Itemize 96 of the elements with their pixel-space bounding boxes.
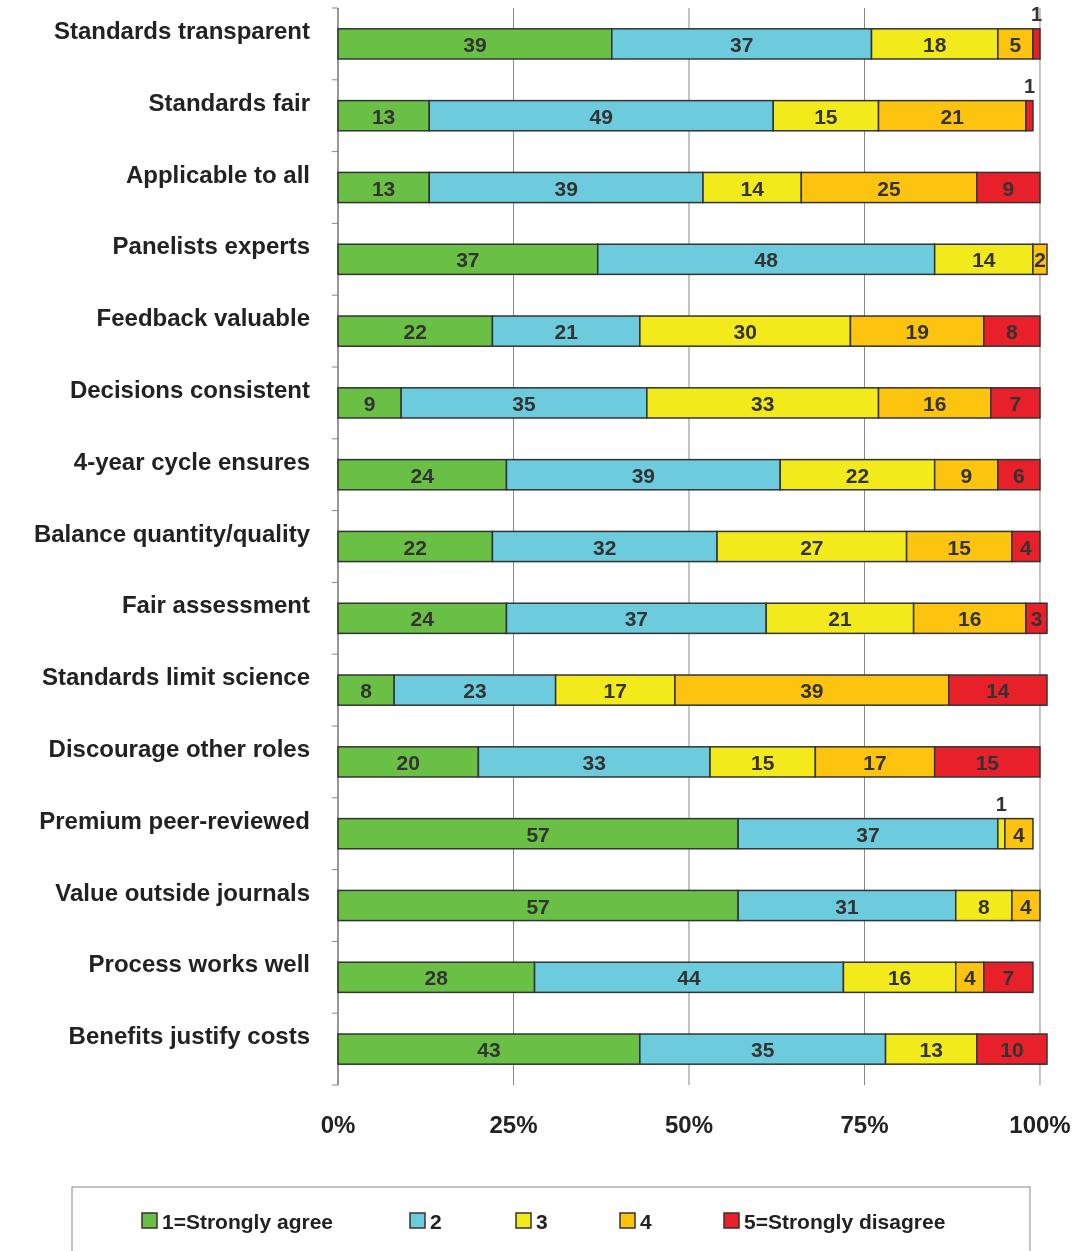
data-label: 48 xyxy=(754,248,779,272)
y-tick-label: Decisions consistent xyxy=(69,375,310,403)
data-label: 8 xyxy=(360,679,373,703)
x-tick-label: 0% xyxy=(320,1111,356,1138)
data-label: 23 xyxy=(463,679,487,703)
data-label: 7 xyxy=(1009,391,1022,415)
x-tick-label: 50% xyxy=(664,1111,714,1138)
legend-label: 3 xyxy=(536,1210,548,1233)
data-label: 14 xyxy=(986,679,1010,703)
data-label: 32 xyxy=(593,535,617,559)
data-label: 9 xyxy=(363,391,376,415)
data-label: 37 xyxy=(729,32,754,56)
data-label: 39 xyxy=(800,679,824,703)
data-label: 8 xyxy=(1006,320,1019,344)
y-tick-label: Discourage other roles xyxy=(48,734,310,762)
y-tick-label: Fair assessment xyxy=(121,591,311,619)
data-label: 5 xyxy=(1009,32,1022,56)
legend-label: 1=Strongly agree xyxy=(162,1210,333,1233)
y-tick-label: Panelists experts xyxy=(112,232,310,260)
data-label: 13 xyxy=(919,1038,943,1062)
data-label: 44 xyxy=(677,966,701,990)
x-tick-label: 100% xyxy=(1009,1111,1071,1138)
data-label: 19 xyxy=(905,320,929,344)
data-label: 13 xyxy=(371,176,396,200)
data-label: 33 xyxy=(751,391,775,415)
data-label: 4 xyxy=(1020,894,1033,918)
y-tick-label: Process works well xyxy=(88,950,310,978)
data-label: 15 xyxy=(975,750,1000,774)
data-label: 15 xyxy=(947,535,972,559)
data-label: 28 xyxy=(424,966,449,990)
y-tick-label: Premium peer-reviewed xyxy=(39,806,310,834)
legend-label: 4 xyxy=(640,1210,652,1233)
data-label: 24 xyxy=(410,463,435,487)
data-label: 17 xyxy=(863,750,887,774)
data-label: 31 xyxy=(835,894,859,918)
data-label: 22 xyxy=(403,535,427,559)
data-label: 25 xyxy=(877,176,902,200)
y-tick-label: Balance quantity/quality xyxy=(33,519,311,547)
data-label: 16 xyxy=(887,966,912,990)
x-tick-label: 75% xyxy=(840,1111,889,1138)
data-label: 17 xyxy=(603,679,627,703)
data-label: 16 xyxy=(958,607,982,631)
data-label: 10 xyxy=(1000,1038,1024,1062)
data-label: 13 xyxy=(371,104,396,128)
data-label: 43 xyxy=(477,1038,501,1062)
y-tick-label: Standards limit science xyxy=(41,663,310,691)
data-label: 35 xyxy=(512,391,537,415)
data-label: 21 xyxy=(828,607,852,631)
data-label: 37 xyxy=(456,248,480,272)
data-label: 14 xyxy=(972,248,996,272)
data-label: 14 xyxy=(740,176,765,200)
y-tick-label: 4-year cycle ensures xyxy=(73,447,310,475)
data-label: 21 xyxy=(554,320,579,344)
data-label: 39 xyxy=(554,176,578,200)
data-label: 15 xyxy=(751,750,775,774)
data-label: 35 xyxy=(751,1038,775,1062)
data-label: 3 xyxy=(1030,607,1043,631)
x-tick-label: 25% xyxy=(489,1111,538,1138)
data-label: 15 xyxy=(814,104,838,128)
data-label: 24 xyxy=(410,607,435,631)
legend-label: 5=Strongly disagree xyxy=(744,1210,946,1233)
data-label: 8 xyxy=(977,894,990,918)
data-label: 33 xyxy=(582,750,606,774)
data-label: 57 xyxy=(526,822,550,846)
data-label: 20 xyxy=(396,750,420,774)
data-label: 22 xyxy=(403,320,427,344)
data-label: 39 xyxy=(631,463,656,487)
data-label: 21 xyxy=(940,104,965,128)
data-label: 37 xyxy=(856,822,880,846)
data-label: 27 xyxy=(800,535,824,559)
data-label: 4 xyxy=(963,966,976,990)
y-tick-label: Standards fair xyxy=(148,88,310,116)
data-label: 1 xyxy=(995,792,1007,815)
legend-label: 2 xyxy=(430,1210,442,1233)
data-label: 4 xyxy=(1020,535,1033,559)
data-label: 4 xyxy=(1013,822,1026,846)
data-label: 9 xyxy=(1002,176,1015,200)
data-label: 16 xyxy=(923,391,947,415)
y-tick-label: Value outside journals xyxy=(55,878,310,906)
data-label: 1 xyxy=(1030,2,1043,25)
data-label: 22 xyxy=(845,463,870,487)
y-tick-label: Standards transparent xyxy=(53,16,310,44)
data-label: 2 xyxy=(1034,248,1046,272)
data-label: 18 xyxy=(923,32,947,56)
data-label: 9 xyxy=(960,463,973,487)
data-label: 57 xyxy=(526,894,550,918)
data-label: 39 xyxy=(463,32,487,56)
y-tick-label: Applicable to all xyxy=(125,160,310,188)
data-label: 30 xyxy=(733,320,757,344)
y-tick-label: Feedback valuable xyxy=(96,304,310,332)
data-label: 37 xyxy=(624,607,649,631)
data-label: 1 xyxy=(1023,74,1036,97)
data-label: 6 xyxy=(1013,463,1025,487)
y-tick-label: Benefits justify costs xyxy=(68,1022,310,1050)
data-label: 7 xyxy=(1002,966,1015,990)
data-label: 49 xyxy=(589,104,613,128)
